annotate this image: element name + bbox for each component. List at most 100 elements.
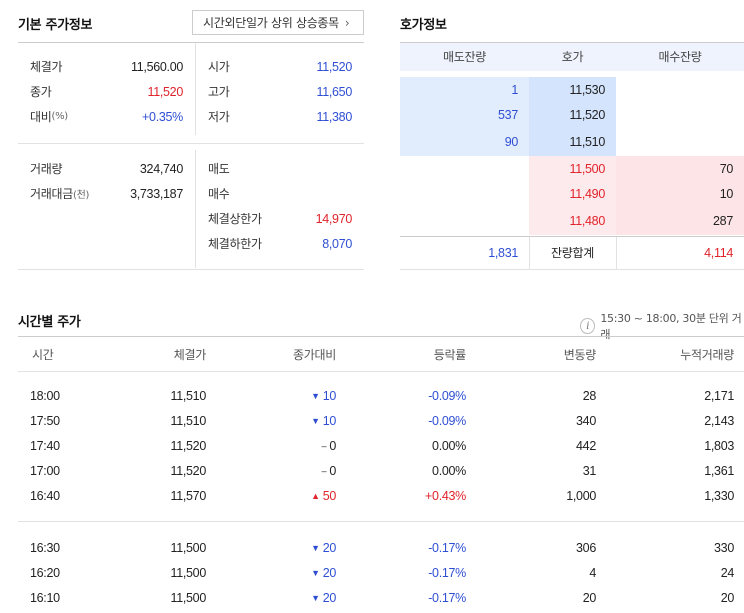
ob-total-divider-1 xyxy=(529,237,530,269)
basic-divider-v1 xyxy=(195,43,196,135)
label-sell: 매도 xyxy=(208,162,230,176)
timetable-header-border xyxy=(18,371,744,372)
cell-diff: –0 xyxy=(270,433,337,458)
ob-header-ask-qty: 매도잔량 xyxy=(443,50,486,64)
value-high: 11,650 xyxy=(316,84,352,99)
label-lower-limit: 체결하한가 xyxy=(208,237,262,251)
ob-bid-qty-2: 10 xyxy=(616,181,744,206)
orderbook-top-border xyxy=(400,42,744,43)
basic-info-title: 기본 주가정보 xyxy=(18,18,93,33)
label-upper-limit: 체결상한가 xyxy=(208,212,262,226)
cell-cum: 20 xyxy=(720,590,735,605)
cell-time: 16:30 xyxy=(30,540,60,555)
cell-rate: 0.00% xyxy=(432,438,466,453)
table-row: 16:40 11,570 ▲ 50 +0.43% 1,000 1,330 xyxy=(18,483,744,508)
value-close-price: 11,520 xyxy=(147,84,183,99)
label-amount: 거래대금 xyxy=(30,187,73,201)
cell-diff-value: 20 xyxy=(322,540,337,555)
cell-time: 17:40 xyxy=(30,438,60,453)
cell-price: 11,510 xyxy=(170,388,206,403)
cell-time: 17:00 xyxy=(30,463,60,478)
cell-rate: -0.09% xyxy=(428,388,466,403)
info-icon[interactable]: i xyxy=(580,318,596,334)
up-triangle-icon: ▲ xyxy=(311,490,320,501)
basic-row-trade-price: 체결가 11,560.00 xyxy=(30,54,183,79)
cell-diff-value: 20 xyxy=(322,565,337,580)
down-triangle-icon: ▼ xyxy=(311,415,320,426)
basic-mid-border xyxy=(18,143,364,144)
cell-cum: 1,361 xyxy=(704,463,734,478)
cell-price: 11,570 xyxy=(170,488,206,503)
basic-row-amount: 거래대금 (천) 3,733,187 xyxy=(30,181,183,206)
label-close-price: 종가 xyxy=(30,85,52,99)
table-row: 17:40 11,520 –0 0.00% 442 1,803 xyxy=(18,433,744,458)
ob-header-bid-qty: 매수잔량 xyxy=(658,50,702,64)
cell-time: 16:10 xyxy=(30,590,60,605)
label-buy: 매수 xyxy=(208,187,230,201)
cell-price: 11,500 xyxy=(170,565,206,580)
timetable-title: 시간별 주가 xyxy=(18,315,81,330)
cell-diff: ▼ 20 xyxy=(270,585,336,610)
th-time: 시간 xyxy=(32,348,54,362)
cell-vol: 4 xyxy=(589,565,596,580)
chevron-right-icon: › xyxy=(344,15,350,30)
cell-rate: -0.17% xyxy=(428,565,466,580)
cell-diff-value: 0 xyxy=(329,438,336,453)
ob-ask-qty-1: 1 xyxy=(400,77,529,102)
label-change-unit: (%) xyxy=(51,111,68,122)
cell-cum: 24 xyxy=(720,565,735,580)
cell-diff: ▼ 10 xyxy=(270,383,336,408)
table-row: 17:50 11,510 ▼ 10 -0.09% 340 2,143 xyxy=(18,408,744,433)
cell-price: 11,500 xyxy=(170,540,206,555)
table-row: 17:00 11,520 –0 0.00% 31 1,361 xyxy=(18,458,744,483)
cell-diff: –0 xyxy=(270,458,337,483)
value-volume: 324,740 xyxy=(139,161,183,176)
timetable-note: i 15:30 ~ 18:00, 30분 단위 거래 xyxy=(580,310,744,342)
ob-bid-price-1: 11,500 xyxy=(529,156,616,181)
cell-time: 16:40 xyxy=(30,488,60,503)
ob-head-price-bg xyxy=(529,43,616,71)
value-open: 11,520 xyxy=(316,59,352,74)
basic-top-border xyxy=(18,42,364,43)
ob-bid-qty-1: 70 xyxy=(616,156,744,181)
cell-time: 17:50 xyxy=(30,413,60,428)
cell-vol: 28 xyxy=(582,388,597,403)
basic-row-sell: 매도 xyxy=(208,156,352,181)
cell-cum: 2,171 xyxy=(704,388,734,403)
cell-vol: 442 xyxy=(576,438,596,453)
down-triangle-icon: ▼ xyxy=(311,390,320,401)
cell-diff: ▼ 20 xyxy=(270,535,336,560)
timetable-note-text: 15:30 ~ 18:00, 30분 단위 거래 xyxy=(600,312,742,341)
th-cum: 누적거래량 xyxy=(680,348,734,362)
basic-row-open: 시가 11,520 xyxy=(208,54,352,79)
ob-ask-price-1: 11,530 xyxy=(529,77,616,102)
th-price: 체결가 xyxy=(173,348,207,362)
table-row: 16:10 11,500 ▼ 20 -0.17% 20 20 xyxy=(18,585,744,610)
basic-row-high: 고가 11,650 xyxy=(208,79,352,104)
label-change: 대비 xyxy=(30,110,52,124)
cell-price: 11,510 xyxy=(170,413,206,428)
ob-total-divider-2 xyxy=(616,237,617,269)
ob-total-border xyxy=(400,236,744,237)
cell-diff-value: 0 xyxy=(329,463,336,478)
cell-rate: +0.43% xyxy=(425,488,466,503)
ob-ask-price-3: 11,510 xyxy=(529,127,616,156)
overtime-top-gainers-button[interactable]: 시간외단일가 상위 상승종목 › xyxy=(192,10,364,35)
cell-diff-value: 10 xyxy=(322,413,337,428)
basic-row-low: 저가 11,380 xyxy=(208,104,352,129)
table-row: 16:20 11,500 ▼ 20 -0.17% 4 24 xyxy=(18,560,744,585)
ob-total-bid: 4,114 xyxy=(704,245,733,260)
cell-diff-value: 50 xyxy=(322,488,337,503)
ob-bottom-border xyxy=(400,269,744,270)
flat-dash-icon: – xyxy=(321,440,327,451)
ob-bid-price-2: 11,490 xyxy=(529,181,616,206)
value-lower-limit: 8,070 xyxy=(322,236,352,251)
basic-row-buy: 매수 xyxy=(208,181,352,206)
ob-header-price: 호가 xyxy=(561,50,584,64)
timetable-group-divider xyxy=(18,521,744,522)
basic-row-lower-limit: 체결하한가 8,070 xyxy=(208,231,352,256)
basic-bottom-border xyxy=(18,269,364,270)
cell-rate: -0.17% xyxy=(428,540,466,555)
orderbook-title: 호가정보 xyxy=(400,18,447,33)
value-upper-limit: 14,970 xyxy=(315,211,353,226)
